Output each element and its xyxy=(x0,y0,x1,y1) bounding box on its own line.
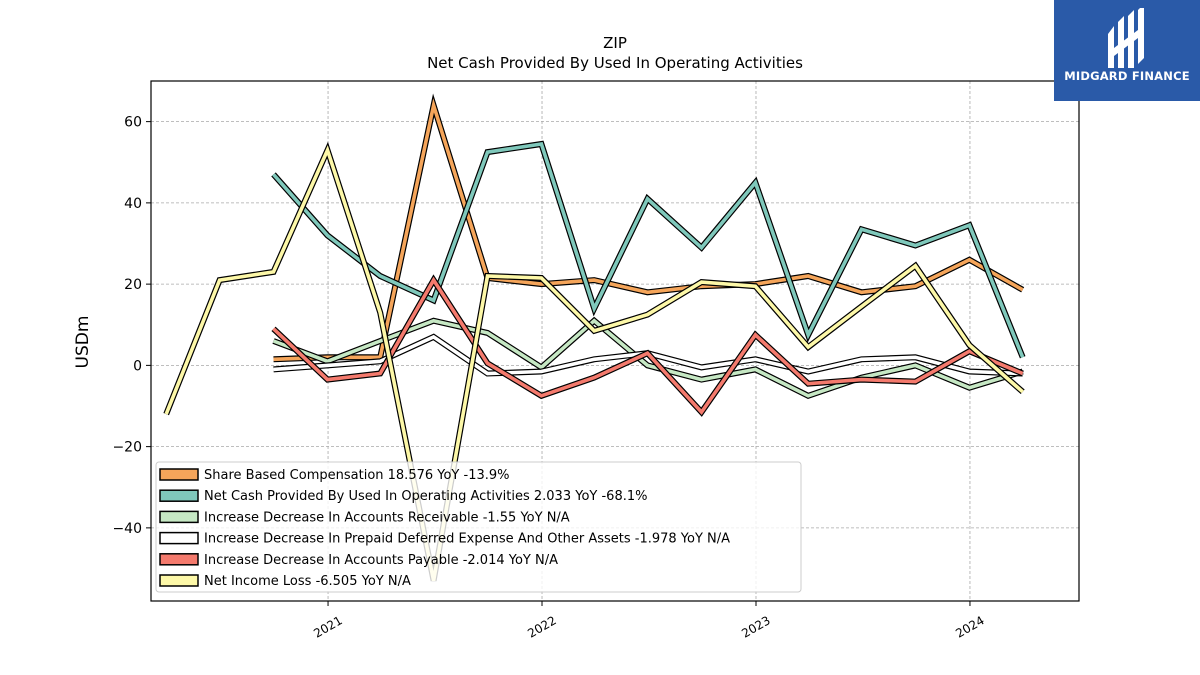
y-tick-label: −20 xyxy=(112,440,142,456)
series-line xyxy=(164,145,1024,582)
x-tick-label: 2024 xyxy=(953,613,986,640)
legend-swatch xyxy=(159,489,199,502)
legend: Share Based Compensation 18.576 YoY -13.… xyxy=(155,461,802,593)
legend-swatch xyxy=(159,531,199,545)
y-tick-label: 60 xyxy=(124,115,142,131)
legend-item: Increase Decrease In Accounts Payable -2… xyxy=(159,553,558,568)
logo-text: MIDGARD FINANCE xyxy=(1064,69,1190,83)
legend-item: Share Based Compensation 18.576 YoY -13.… xyxy=(159,468,510,483)
x-tick-label: 2023 xyxy=(739,613,772,640)
series-2 xyxy=(272,316,1024,400)
midgard-finance-logo: MIDGARD FINANCE xyxy=(1054,0,1200,101)
y-axis-label: USDm xyxy=(73,316,93,369)
series-line-outline xyxy=(273,93,1025,363)
legend-label: Increase Decrease In Prepaid Deferred Ex… xyxy=(204,532,730,547)
series-line xyxy=(272,141,1025,358)
legend-swatch xyxy=(159,510,199,524)
legend-label: Increase Decrease In Accounts Receivable… xyxy=(204,510,570,525)
series-line xyxy=(272,318,1024,398)
legend-item: Net Income Loss -6.505 YoY N/A xyxy=(159,574,411,589)
chart-subtitle: Net Cash Provided By Used In Operating A… xyxy=(427,54,803,72)
legend-label: Share Based Compensation 18.576 YoY -13.… xyxy=(204,468,510,483)
midgard-logo-icon xyxy=(1108,8,1144,68)
series-1 xyxy=(271,140,1026,359)
legend-swatch xyxy=(159,574,199,587)
legend-label: Net Income Loss -6.505 YoY N/A xyxy=(204,574,411,589)
legend-item: Increase Decrease In Accounts Receivable… xyxy=(159,510,570,525)
series-5 xyxy=(163,141,1025,582)
y-tick-label: 0 xyxy=(133,358,142,374)
series-4 xyxy=(271,274,1024,417)
legend-item: Increase Decrease In Prepaid Deferred Ex… xyxy=(159,531,730,547)
legend-item: Net Cash Provided By Used In Operating A… xyxy=(159,489,647,504)
series-line xyxy=(272,276,1024,415)
x-tick-label: 2021 xyxy=(311,613,344,640)
y-tick-label: 20 xyxy=(124,277,142,293)
series-0 xyxy=(273,93,1025,363)
chart-title: ZIP xyxy=(603,34,627,52)
legend-swatch xyxy=(159,468,199,481)
legend-label: Increase Decrease In Accounts Payable -2… xyxy=(204,553,558,568)
legend-swatch xyxy=(159,553,199,566)
legend-box xyxy=(155,461,802,593)
y-tick-label: 40 xyxy=(124,196,142,212)
x-tick-label: 2022 xyxy=(525,613,558,640)
y-tick-label: −40 xyxy=(112,521,142,537)
series-line xyxy=(273,98,1024,362)
plot-area xyxy=(163,93,1026,582)
legend-label: Net Cash Provided By Used In Operating A… xyxy=(204,489,647,504)
plot-frame xyxy=(150,80,1080,602)
